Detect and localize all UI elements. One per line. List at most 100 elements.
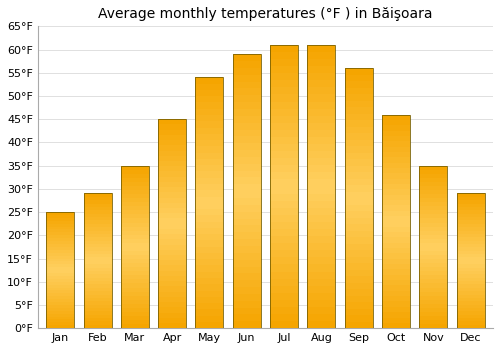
Bar bbox=[121, 178, 149, 182]
Bar bbox=[308, 187, 336, 194]
Bar bbox=[196, 103, 224, 109]
Bar bbox=[233, 130, 261, 136]
Bar bbox=[84, 278, 112, 281]
Bar bbox=[308, 102, 336, 108]
Bar bbox=[46, 285, 74, 288]
Bar bbox=[270, 45, 298, 328]
Bar bbox=[121, 271, 149, 275]
Bar bbox=[270, 250, 298, 257]
Bar bbox=[420, 194, 448, 198]
Bar bbox=[456, 281, 484, 285]
Bar bbox=[420, 223, 448, 226]
Bar bbox=[344, 250, 372, 257]
Bar bbox=[456, 237, 484, 241]
Bar bbox=[233, 116, 261, 122]
Bar bbox=[196, 215, 224, 222]
Bar bbox=[420, 288, 448, 292]
Bar bbox=[382, 232, 410, 237]
Bar bbox=[456, 227, 484, 231]
Bar bbox=[158, 266, 186, 271]
Bar bbox=[344, 309, 372, 315]
Bar bbox=[233, 239, 261, 246]
Bar bbox=[456, 204, 484, 207]
Bar bbox=[196, 222, 224, 228]
Bar bbox=[158, 313, 186, 318]
Bar bbox=[121, 210, 149, 215]
Bar bbox=[84, 261, 112, 264]
Bar bbox=[121, 226, 149, 231]
Bar bbox=[382, 200, 410, 205]
Bar bbox=[84, 254, 112, 258]
Bar bbox=[233, 308, 261, 315]
Bar bbox=[308, 59, 336, 66]
Bar bbox=[308, 229, 336, 236]
Bar bbox=[344, 114, 372, 120]
Bar bbox=[196, 121, 224, 127]
Bar bbox=[382, 120, 410, 125]
Bar bbox=[308, 243, 336, 250]
Bar bbox=[270, 314, 298, 321]
Bar bbox=[121, 194, 149, 198]
Bar bbox=[308, 222, 336, 229]
Bar bbox=[233, 61, 261, 68]
Bar bbox=[84, 237, 112, 241]
Bar bbox=[270, 165, 298, 172]
Bar bbox=[456, 200, 484, 204]
Bar bbox=[121, 312, 149, 316]
Bar bbox=[456, 285, 484, 288]
Bar bbox=[84, 325, 112, 328]
Bar bbox=[420, 292, 448, 296]
Bar bbox=[196, 84, 224, 90]
Bar bbox=[344, 211, 372, 218]
Bar bbox=[233, 75, 261, 82]
Bar bbox=[196, 322, 224, 328]
Bar bbox=[196, 90, 224, 96]
Bar bbox=[46, 290, 74, 293]
Bar bbox=[420, 259, 448, 263]
Bar bbox=[196, 228, 224, 234]
Bar bbox=[84, 258, 112, 261]
Bar bbox=[420, 206, 448, 210]
Bar bbox=[84, 298, 112, 301]
Bar bbox=[344, 283, 372, 289]
Bar bbox=[344, 133, 372, 140]
Bar bbox=[420, 267, 448, 271]
Bar bbox=[270, 144, 298, 151]
Bar bbox=[233, 294, 261, 301]
Bar bbox=[420, 174, 448, 178]
Bar bbox=[420, 186, 448, 190]
Bar bbox=[344, 159, 372, 166]
Bar bbox=[84, 227, 112, 231]
Bar bbox=[382, 216, 410, 221]
Bar bbox=[158, 156, 186, 161]
Bar bbox=[158, 177, 186, 182]
Bar bbox=[196, 303, 224, 309]
Bar bbox=[196, 253, 224, 259]
Bar bbox=[233, 143, 261, 150]
Bar bbox=[233, 82, 261, 89]
Bar bbox=[382, 168, 410, 173]
Bar bbox=[84, 220, 112, 224]
Bar bbox=[344, 107, 372, 114]
Bar bbox=[233, 225, 261, 232]
Bar bbox=[344, 198, 372, 205]
Bar bbox=[121, 279, 149, 284]
Bar bbox=[308, 272, 336, 279]
Bar bbox=[233, 267, 261, 273]
Bar bbox=[456, 304, 484, 308]
Bar bbox=[46, 232, 74, 235]
Bar bbox=[308, 66, 336, 73]
Bar bbox=[382, 280, 410, 286]
Bar bbox=[158, 193, 186, 197]
Bar bbox=[233, 68, 261, 75]
Bar bbox=[121, 251, 149, 255]
Bar bbox=[46, 322, 74, 325]
Bar bbox=[420, 320, 448, 324]
Bar bbox=[382, 291, 410, 296]
Bar bbox=[344, 68, 372, 328]
Bar bbox=[46, 267, 74, 270]
Bar bbox=[382, 125, 410, 131]
Bar bbox=[121, 198, 149, 202]
Bar bbox=[233, 315, 261, 321]
Bar bbox=[270, 151, 298, 158]
